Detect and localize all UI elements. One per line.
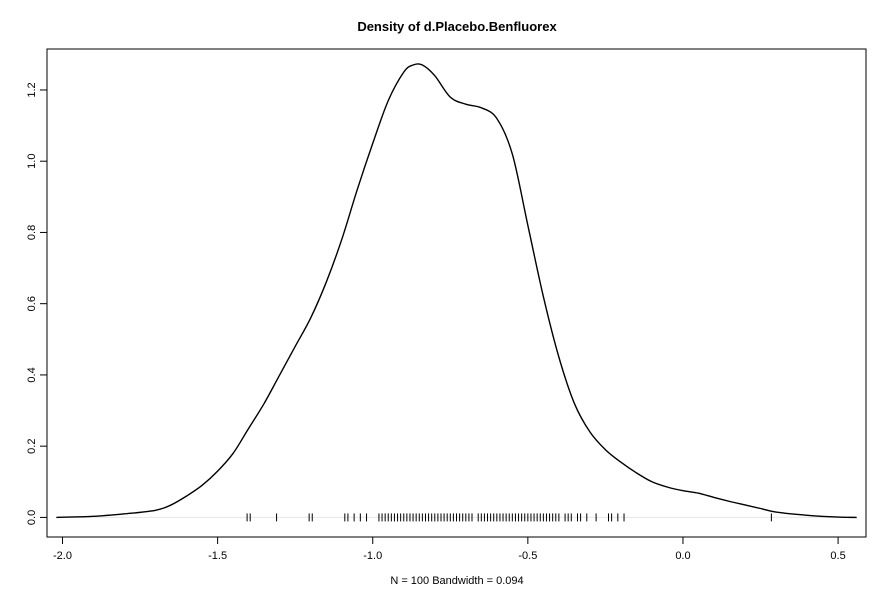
x-tick-label: -1.0 xyxy=(363,550,382,562)
x-tick-label: 0.0 xyxy=(675,550,690,562)
x-tick-label: -1.5 xyxy=(208,550,227,562)
chart-title: Density of d.Placebo.Benfluorex xyxy=(357,19,557,34)
rug-marks xyxy=(246,513,772,522)
y-tick-label: 0.2 xyxy=(26,439,38,454)
y-tick-label: 1.2 xyxy=(26,82,38,97)
y-tick-label: 0.8 xyxy=(26,225,38,240)
y-axis: 0.0 0.2 0.4 0.6 0.8 1.0 1.2 xyxy=(26,82,48,525)
x-axis-label: N = 100 Bandwidth = 0.094 xyxy=(390,575,523,587)
y-tick-label: 0.4 xyxy=(26,367,38,382)
x-tick-label: -2.0 xyxy=(53,550,72,562)
x-tick-label: -0.5 xyxy=(518,550,537,562)
plot-frame xyxy=(46,48,867,538)
density-curve xyxy=(56,63,857,519)
y-tick-label: 0.0 xyxy=(26,510,38,525)
x-axis: -2.0 -1.5 -1.0 -0.5 0.0 0.5 xyxy=(53,536,846,562)
y-tick-label: 1.0 xyxy=(26,154,38,169)
y-tick-label: 0.6 xyxy=(26,296,38,311)
x-tick-label: 0.5 xyxy=(830,550,845,562)
